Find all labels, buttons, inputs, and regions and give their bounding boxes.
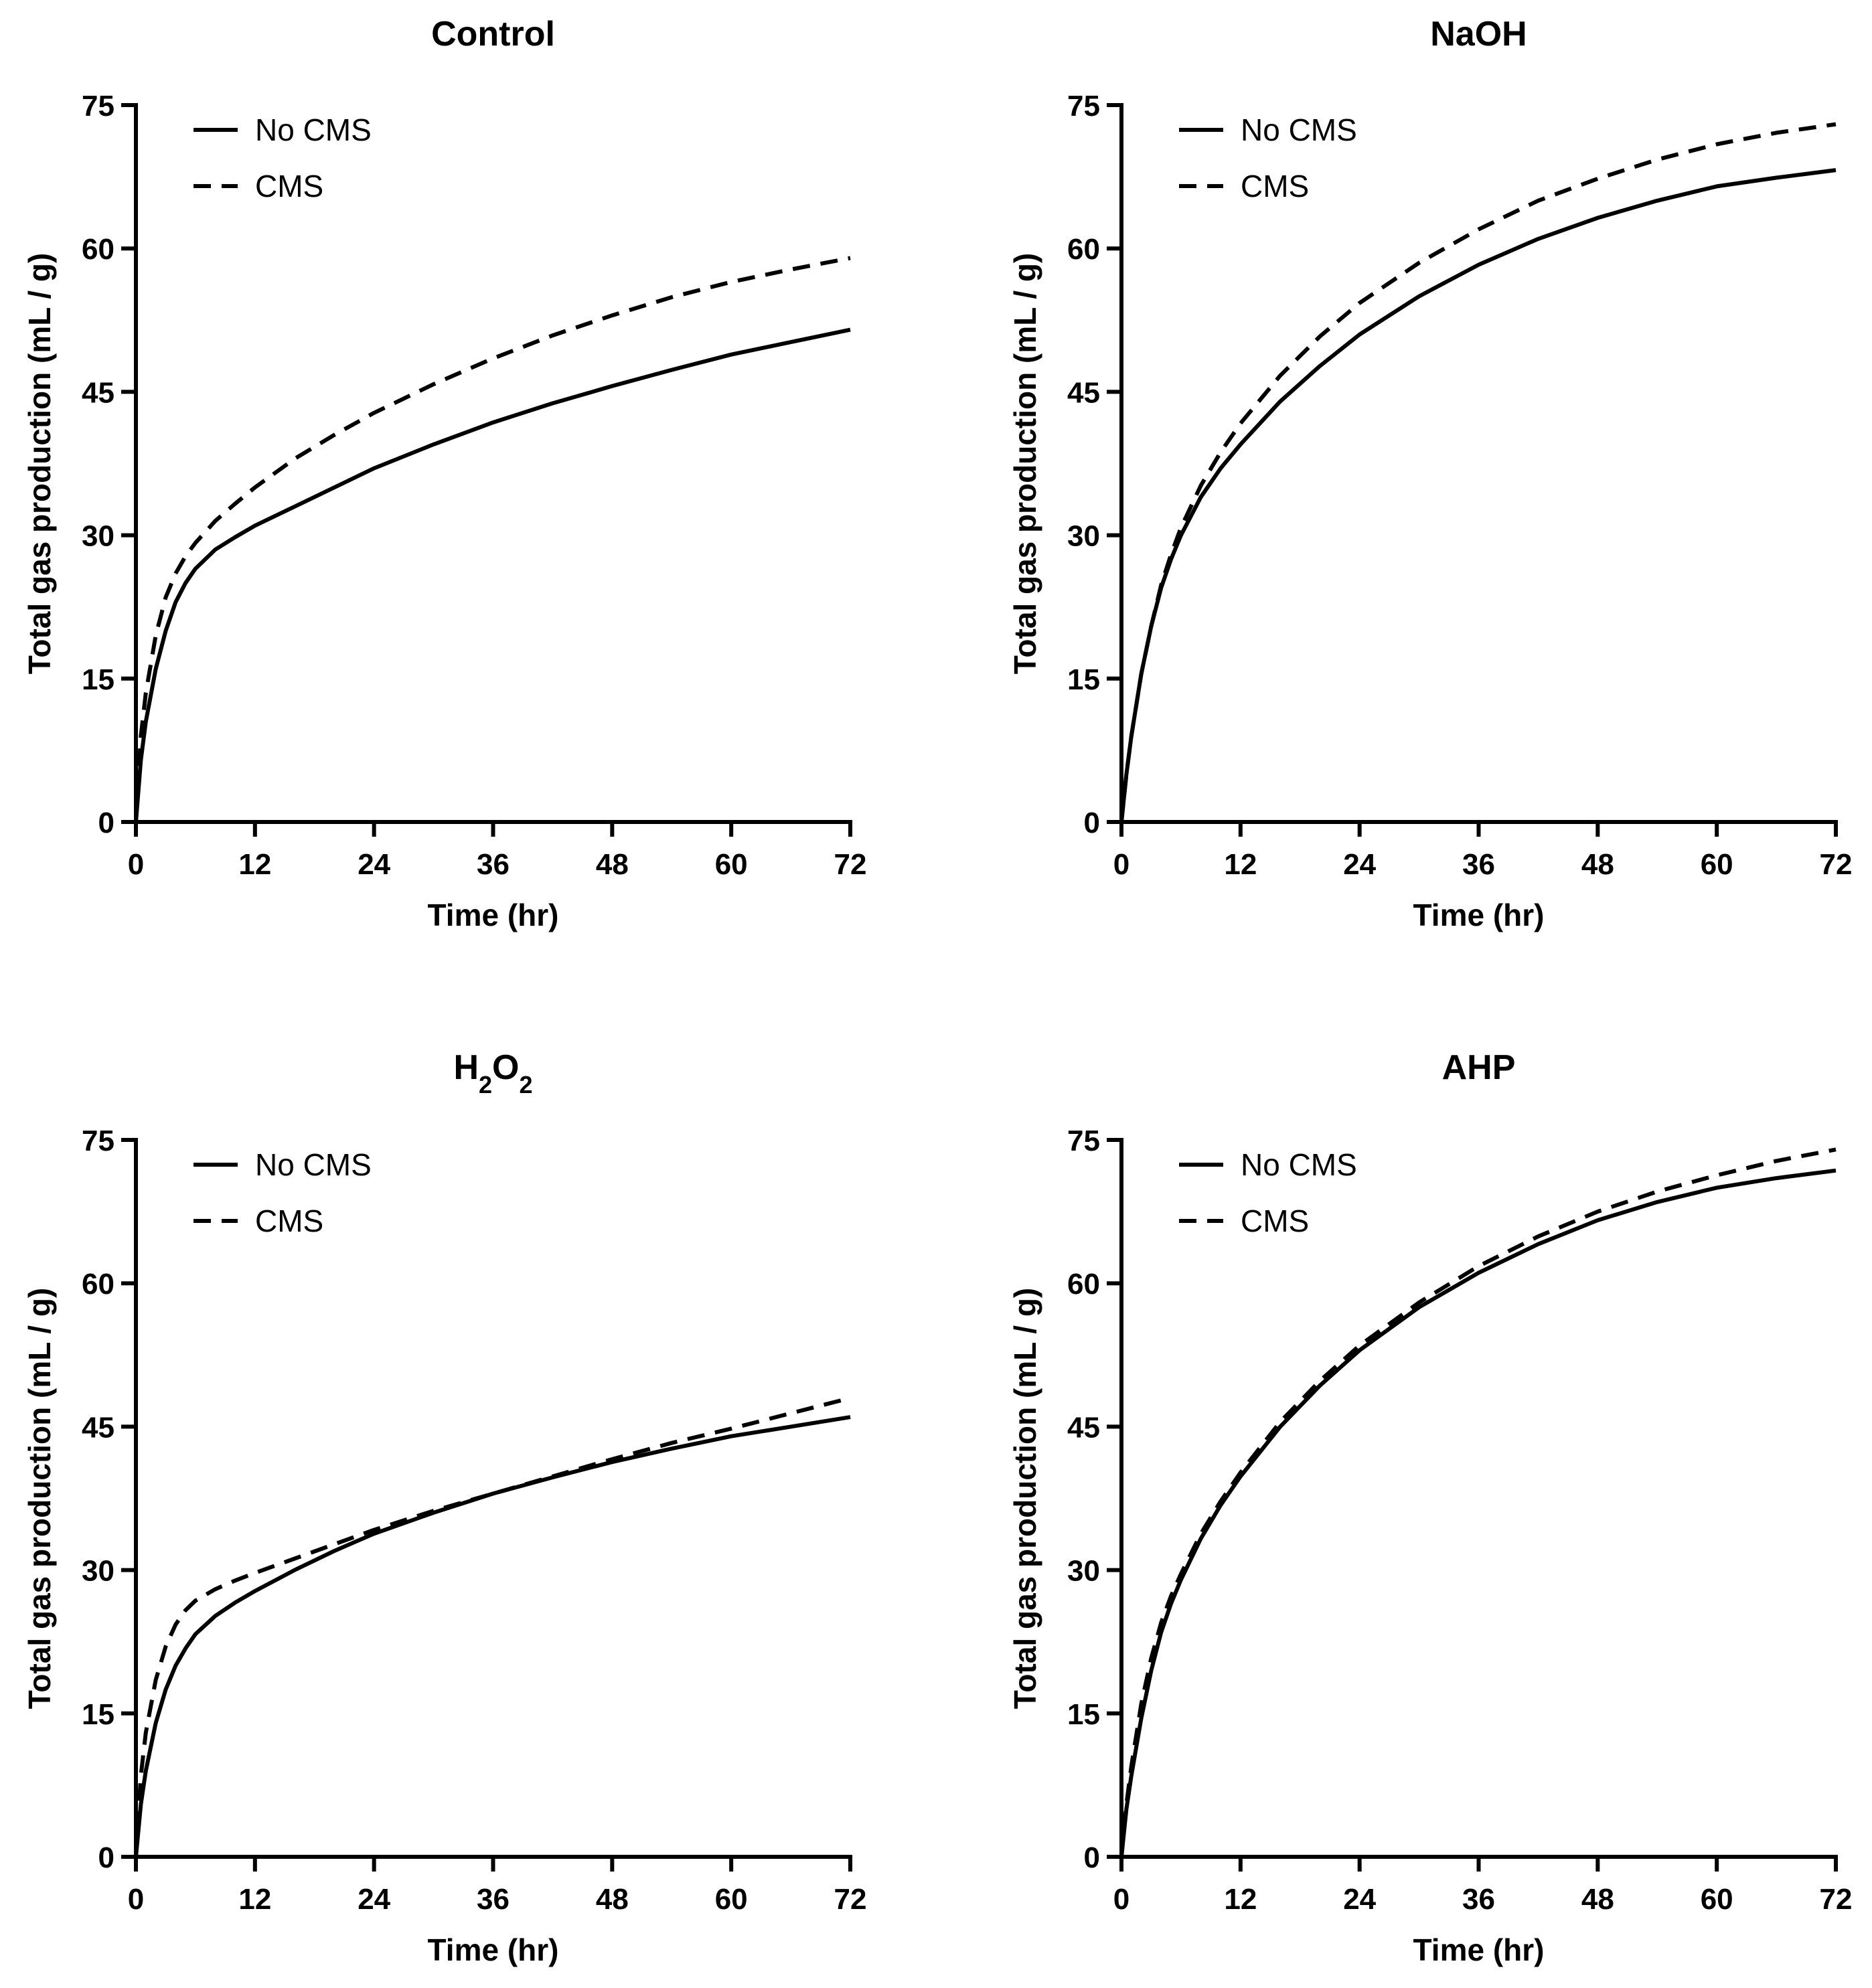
series-line-cms [1119,1147,1837,1857]
legend-label: No CMS [1241,1147,1357,1182]
y-tick-label: 60 [1067,1268,1100,1301]
x-tick-label: 36 [477,848,510,881]
y-tick-label: 0 [98,807,114,839]
panel-title: H2O2 [453,1048,532,1098]
x-tick-label: 60 [715,1883,748,1916]
y-axis-title: Total gas production (mL / g) [22,253,57,675]
y-axis-title: Total gas production (mL / g) [22,1288,57,1710]
y-axis-title: Total gas production (mL / g) [1008,1288,1042,1710]
x-axis-title: Time (hr) [428,1932,559,1967]
y-tick-label: 75 [1067,1125,1100,1157]
x-tick-label: 72 [834,1883,867,1916]
y-tick-label: 15 [82,663,114,696]
x-tick-label: 12 [1224,1883,1257,1916]
y-tick-label: 0 [98,1841,114,1874]
x-tick-label: 36 [1462,1883,1495,1916]
series-line-no-cms [134,327,851,823]
y-axis-title: Total gas production (mL / g) [1008,253,1042,675]
legend-label: CMS [1241,1204,1309,1238]
x-tick-label: 48 [596,1883,629,1916]
y-tick-label: 45 [82,1411,114,1444]
x-tick-label: 48 [596,848,629,881]
chart-panel-1: Control 0 15 30 45 60 75 0 12 24 36 48 60 72 Time (hr)… [22,15,866,932]
x-tick-label: 24 [1343,1883,1376,1916]
x-tick-label: 72 [834,848,867,881]
x-tick-label: 0 [1113,1883,1129,1916]
x-tick-label: 36 [477,1883,510,1916]
x-tick-label: 0 [128,848,144,881]
x-tick-label: 72 [1820,1883,1853,1916]
x-tick-label: 12 [1224,848,1257,881]
y-tick-label: 75 [1067,90,1100,122]
y-tick-label: 15 [82,1698,114,1731]
legend-label: CMS [1241,169,1309,203]
y-tick-label: 45 [82,376,114,409]
y-tick-label: 30 [1067,520,1100,553]
x-tick-label: 0 [128,1883,144,1916]
y-tick-label: 0 [1084,1841,1100,1874]
y-tick-label: 30 [1067,1555,1100,1588]
panel-title: AHP [1442,1048,1516,1087]
legend-label: CMS [255,169,323,203]
panel-title: Control [431,15,555,54]
y-tick-label: 45 [1067,376,1100,409]
x-tick-label: 60 [715,848,748,881]
x-tick-label: 12 [238,1883,271,1916]
series-line-no-cms [134,1415,851,1857]
series-line-cms [134,256,851,823]
chart-panel-2: NaOH 0 15 30 45 60 75 0 12 24 36 48 60 72 Time (hr) Tot… [1008,15,1852,932]
legend-label: No CMS [1241,112,1357,147]
x-tick-label: 24 [1343,848,1376,881]
x-axis-title: Time (hr) [428,898,559,932]
x-tick-label: 60 [1701,848,1733,881]
x-tick-label: 48 [1581,1883,1614,1916]
y-tick-label: 60 [82,1268,114,1301]
y-tick-label: 30 [82,1555,114,1588]
chart-panel-3: H2O2 0 15 30 45 60 75 0 12 24 36 48 60 72 Time (hr) Tot… [22,1048,866,1967]
series-line-cms [1119,122,1837,823]
x-tick-label: 24 [358,848,390,881]
legend-label: No CMS [255,1147,372,1182]
y-tick-label: 60 [1067,233,1100,266]
x-tick-label: 48 [1581,848,1614,881]
y-tick-label: 60 [82,233,114,266]
series-line-no-cms [1119,168,1837,823]
x-tick-label: 0 [1113,848,1129,881]
legend-label: No CMS [255,112,372,147]
y-tick-label: 75 [82,1125,114,1157]
panel-title: NaOH [1430,15,1527,54]
x-tick-label: 72 [1820,848,1853,881]
x-tick-label: 36 [1462,848,1495,881]
chart-panel-4: AHP 0 15 30 45 60 75 0 12 24 36 48 60 72 Time (hr) Tota… [1008,1048,1852,1967]
series-line-no-cms [1119,1168,1837,1857]
x-axis-title: Time (hr) [1413,898,1545,932]
x-tick-label: 12 [238,848,271,881]
legend-label: CMS [255,1204,323,1238]
series-line-cms [134,1396,851,1857]
y-tick-label: 15 [1067,663,1100,696]
y-tick-label: 15 [1067,1698,1100,1731]
x-tick-label: 60 [1701,1883,1733,1916]
x-tick-label: 24 [358,1883,390,1916]
y-tick-label: 75 [82,90,114,122]
y-tick-label: 30 [82,520,114,553]
y-tick-label: 45 [1067,1411,1100,1444]
x-axis-title: Time (hr) [1413,1932,1545,1967]
y-tick-label: 0 [1084,807,1100,839]
